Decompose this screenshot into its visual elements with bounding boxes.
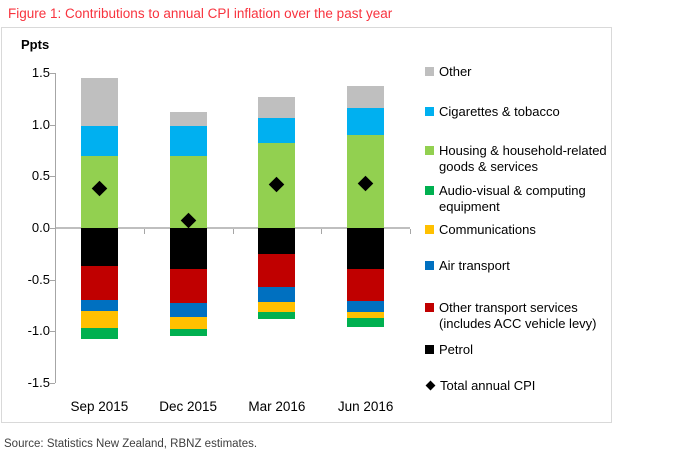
bar-segment [347, 301, 385, 312]
y-axis-tick [50, 279, 55, 281]
bar-segment [80, 328, 118, 339]
category-boundary-tick [321, 229, 323, 234]
x-category-label: Dec 2015 [159, 399, 218, 414]
bar-segment [80, 310, 118, 329]
y-tick-label: 1.0 [31, 116, 50, 132]
y-tick-label: -1.5 [27, 375, 50, 390]
bar-segment [258, 253, 296, 287]
legend-item: Other transport services (includes ACC v… [425, 300, 610, 331]
category-boundary-tick [410, 229, 411, 234]
bar-segment [347, 317, 385, 328]
legend-label: Air transport [439, 258, 510, 273]
y-axis-tick [50, 176, 55, 178]
chart-frame [1, 27, 612, 423]
legend-label: Audio-visual & computing equipment [439, 183, 586, 214]
bar-segment [169, 316, 207, 330]
category-boundary-tick [232, 229, 234, 234]
legend-label: Cigarettes & tobacco [439, 104, 560, 119]
bar-segment [169, 329, 207, 337]
bar-segment [258, 302, 296, 312]
bar-segment [80, 300, 118, 311]
bar-segment [258, 286, 296, 303]
bar-segment [258, 311, 296, 319]
y-axis-tick [50, 228, 55, 229]
legend-swatch-icon [425, 260, 434, 270]
legend-label: Other [439, 64, 472, 79]
legend-item: Air transport [425, 258, 610, 274]
bar-segment [80, 228, 118, 267]
bar-segment [347, 311, 385, 318]
x-category-label: Jun 2016 [337, 399, 394, 414]
legend-swatch-icon [425, 224, 434, 234]
legend-swatch-icon [425, 302, 434, 312]
legend-item: Total annual CPI [425, 378, 610, 394]
category-boundary-tick [143, 229, 145, 234]
bar-segment [169, 125, 207, 156]
x-category-label: Mar 2016 [248, 399, 306, 414]
x-category-label: Sep 2015 [70, 399, 129, 414]
bar-segment [347, 228, 385, 270]
bar-segment [258, 96, 296, 119]
bar-segment [258, 118, 296, 144]
y-tick-label: 0.0 [31, 220, 50, 235]
bar-segment [80, 125, 118, 156]
legend-swatch-icon [425, 145, 434, 155]
legend-item: Communications [425, 222, 610, 238]
legend-item: Petrol [425, 342, 610, 358]
bar-segment [80, 78, 118, 126]
y-axis-line [55, 73, 56, 383]
bar-segment [169, 269, 207, 304]
y-tick-label: 0.5 [31, 168, 50, 184]
y-tick-label: -1.0 [27, 323, 50, 339]
legend-diamond-icon [425, 380, 436, 391]
legend-label: Other transport services (includes ACC v… [439, 300, 597, 331]
y-axis-tick [50, 383, 55, 384]
bar-segment [347, 86, 385, 109]
y-axis-tick [50, 73, 55, 74]
legend-label: Total annual CPI [440, 378, 536, 393]
bar-segment [80, 266, 118, 301]
legend-swatch-icon [425, 66, 434, 76]
legend-swatch-icon [425, 344, 434, 354]
source-note: Source: Statistics New Zealand, RBNZ est… [4, 438, 258, 450]
bar-segment [169, 112, 207, 126]
legend-item: Other [425, 64, 610, 80]
legend-swatch-icon [425, 106, 434, 116]
legend-label: Communications [439, 222, 536, 237]
y-axis-tick [50, 124, 55, 126]
legend-label: Housing & household-related goods & serv… [439, 143, 607, 174]
legend-swatch-icon [425, 185, 434, 195]
bar-segment [347, 108, 385, 135]
y-axis-unit-label: Ppts [21, 37, 50, 52]
figure-title: Figure 1: Contributions to annual CPI in… [8, 6, 393, 21]
legend-item: Housing & household-related goods & serv… [425, 143, 610, 174]
y-axis-tick [50, 331, 55, 333]
legend-item: Audio-visual & computing equipment [425, 183, 610, 214]
bar-segment [258, 228, 296, 254]
bar-segment [347, 269, 385, 302]
y-tick-label: -0.5 [27, 271, 50, 287]
zero-gridline [55, 227, 410, 229]
bar-segment [169, 228, 207, 270]
y-tick-label: 1.5 [31, 65, 50, 80]
legend-item: Cigarettes & tobacco [425, 104, 610, 120]
bar-segment [169, 303, 207, 317]
legend-label: Petrol [439, 342, 473, 357]
